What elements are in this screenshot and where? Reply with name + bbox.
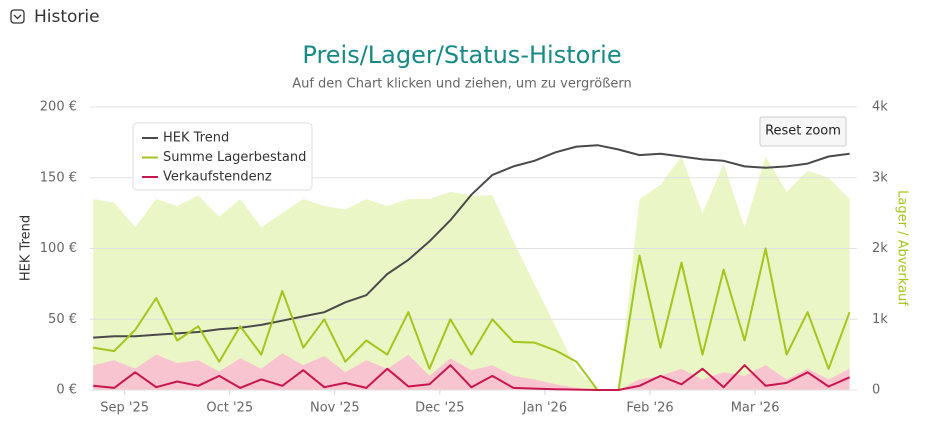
x-tick-label: Sep '25 [100,401,149,416]
reset-zoom-button[interactable] [759,116,847,147]
collapse-icon[interactable] [10,9,25,24]
y2-axis-title: Lager / Abverkauf [895,190,910,306]
x-tick-label: Feb '26 [626,401,673,416]
x-tick-label: Oct '25 [206,401,253,416]
y2-tick-label: 1k [872,312,888,327]
x-tick-label: Nov '25 [310,401,360,416]
plot-area[interactable] [90,106,857,391]
legend: HEK Trend Summe Lagerbestand Verkaufstende… [132,122,313,191]
x-tick-label: Dec '25 [415,401,464,416]
y-tick-label: 150 € [40,170,77,185]
y2-tick-label: 2k [872,241,888,256]
y-tick-label: 50 € [48,312,77,327]
reset-zoom-label[interactable]: Reset zoom [765,124,841,139]
y-tick-label: 0 € [56,383,77,398]
series-line [93,364,851,391]
y2-tick-label: 0 [872,383,880,398]
legend-box [132,122,313,191]
area [93,156,850,390]
y2-tick-label: 3k [872,170,888,185]
y-tick-label: 100 € [40,241,77,256]
y2-tick-label: 4k [872,100,888,115]
chart-title: Preis/Lager/Status-Historie [302,41,621,69]
section-title: Historie [34,7,100,27]
area [93,353,850,390]
chart-subtitle: Auf den Chart klicken und ziehen, um zu … [292,77,632,92]
y-tick-label: 200 € [40,100,77,115]
series-line [93,144,850,339]
legend-label: HEK Trend [163,131,229,146]
legend-label: Summe Lagerbestand [163,150,306,165]
x-tick-label: Jan '26 [522,401,567,416]
series-line [93,247,851,391]
x-tick-label: Mar '26 [731,401,780,416]
legend-label: Verkaufstendenz [163,170,272,185]
y-axis-title: HEK Trend [19,215,34,281]
chevron [13,14,22,20]
